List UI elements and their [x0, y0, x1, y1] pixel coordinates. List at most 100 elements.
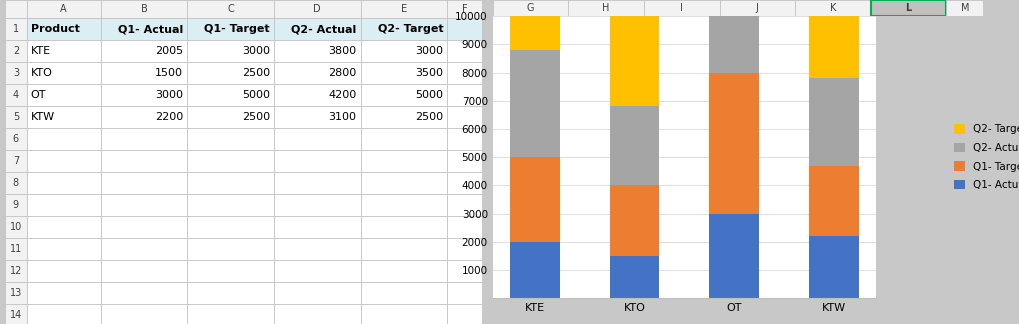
- Text: 3000: 3000: [415, 46, 443, 56]
- Text: 2500: 2500: [242, 68, 270, 78]
- Bar: [446, 150, 481, 172]
- Bar: [101, 40, 187, 62]
- Bar: [568, 0, 643, 16]
- Text: 3: 3: [13, 68, 19, 78]
- Text: 6: 6: [13, 134, 19, 144]
- Text: 12: 12: [10, 266, 22, 276]
- Bar: [274, 128, 360, 150]
- Bar: [609, 8, 659, 106]
- Bar: [187, 128, 274, 150]
- Bar: [643, 0, 718, 16]
- Bar: [808, 236, 858, 298]
- Bar: [101, 128, 187, 150]
- Bar: [609, 106, 659, 185]
- Bar: [360, 282, 446, 304]
- Bar: [5, 62, 26, 84]
- Text: 11: 11: [10, 244, 22, 254]
- Bar: [446, 172, 481, 194]
- Bar: [360, 0, 446, 18]
- Text: B: B: [141, 4, 147, 14]
- Text: Q2- Actual: Q2- Actual: [291, 24, 357, 34]
- Bar: [187, 238, 274, 260]
- Text: 9: 9: [13, 200, 19, 210]
- Bar: [360, 40, 446, 62]
- Bar: [26, 282, 101, 304]
- Bar: [360, 18, 446, 40]
- Text: 2500: 2500: [415, 112, 443, 122]
- Bar: [26, 40, 101, 62]
- Text: 4200: 4200: [328, 90, 357, 100]
- Bar: [101, 238, 187, 260]
- Bar: [274, 238, 360, 260]
- Bar: [26, 106, 101, 128]
- Bar: [360, 62, 446, 84]
- Text: 3500: 3500: [415, 68, 443, 78]
- Bar: [187, 216, 274, 238]
- Bar: [5, 216, 26, 238]
- Text: Q1- Actual: Q1- Actual: [118, 24, 183, 34]
- Bar: [187, 150, 274, 172]
- Bar: [5, 128, 26, 150]
- Bar: [360, 106, 446, 128]
- Bar: [274, 260, 360, 282]
- Bar: [870, 0, 946, 16]
- Bar: [101, 84, 187, 106]
- Text: Q1- Target: Q1- Target: [204, 24, 270, 34]
- Bar: [101, 62, 187, 84]
- Bar: [946, 0, 982, 16]
- Bar: [187, 172, 274, 194]
- Bar: [510, 157, 559, 242]
- Text: 4: 4: [13, 90, 19, 100]
- Text: 3000: 3000: [155, 90, 183, 100]
- Text: 10: 10: [10, 222, 22, 232]
- Bar: [5, 18, 26, 40]
- Bar: [101, 260, 187, 282]
- Bar: [360, 194, 446, 216]
- Text: J: J: [755, 3, 758, 13]
- Text: 5000: 5000: [242, 90, 270, 100]
- Bar: [274, 150, 360, 172]
- Text: 2: 2: [13, 46, 19, 56]
- Bar: [446, 304, 481, 324]
- Bar: [5, 106, 26, 128]
- Bar: [510, 0, 559, 50]
- Bar: [808, 166, 858, 236]
- Text: M: M: [960, 3, 968, 13]
- Bar: [187, 194, 274, 216]
- Bar: [360, 150, 446, 172]
- Bar: [187, 40, 274, 62]
- Text: 2800: 2800: [328, 68, 357, 78]
- Bar: [5, 282, 26, 304]
- Bar: [101, 150, 187, 172]
- Bar: [101, 216, 187, 238]
- Text: 5: 5: [13, 112, 19, 122]
- Bar: [26, 128, 101, 150]
- Bar: [5, 260, 26, 282]
- Text: 2005: 2005: [155, 46, 183, 56]
- Bar: [446, 62, 481, 84]
- Text: C: C: [227, 4, 233, 14]
- Bar: [26, 194, 101, 216]
- Text: 3000: 3000: [242, 46, 270, 56]
- Bar: [5, 304, 26, 324]
- Bar: [274, 84, 360, 106]
- Text: Product: Product: [31, 24, 79, 34]
- Bar: [360, 260, 446, 282]
- Bar: [446, 106, 481, 128]
- Bar: [101, 18, 187, 40]
- Bar: [446, 194, 481, 216]
- Bar: [26, 0, 101, 18]
- Bar: [492, 0, 568, 16]
- Bar: [708, 214, 758, 298]
- Bar: [274, 304, 360, 324]
- Text: 8: 8: [13, 178, 19, 188]
- Bar: [274, 194, 360, 216]
- Text: 3100: 3100: [328, 112, 357, 122]
- Text: 2500: 2500: [242, 112, 270, 122]
- Bar: [360, 84, 446, 106]
- Text: OT: OT: [31, 90, 46, 100]
- Text: KTW: KTW: [31, 112, 55, 122]
- Bar: [101, 282, 187, 304]
- Bar: [101, 194, 187, 216]
- Bar: [808, 8, 858, 78]
